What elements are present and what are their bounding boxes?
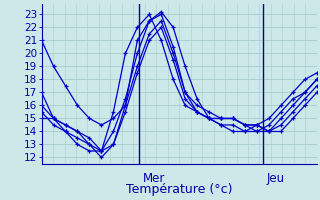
- Text: Mer: Mer: [142, 172, 165, 185]
- Text: Jeu: Jeu: [266, 172, 284, 185]
- Text: Température (°c): Température (°c): [126, 183, 232, 196]
